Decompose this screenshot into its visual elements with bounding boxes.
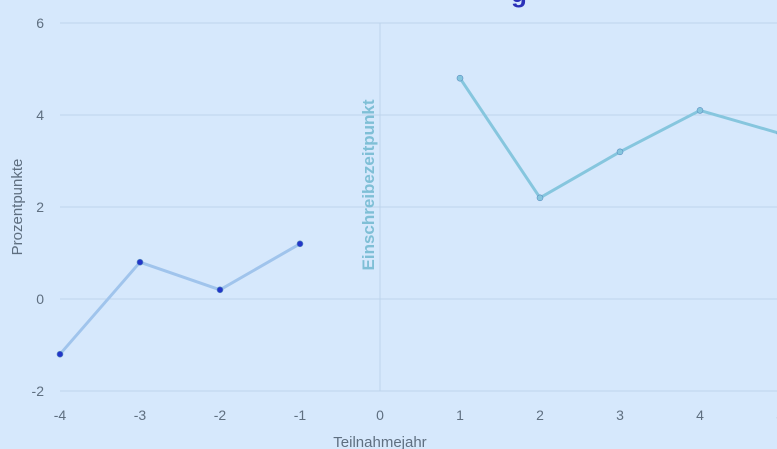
y-tick-label: 0 (36, 291, 44, 307)
x-axis-label: Teilnahmejahr (333, 434, 426, 449)
data-point (296, 240, 304, 248)
data-point (456, 74, 464, 82)
data-point (216, 286, 224, 294)
x-tick-label: 0 (376, 407, 384, 423)
data-point (536, 194, 544, 202)
x-tick-label: -3 (134, 407, 147, 423)
series-0 (56, 240, 304, 358)
grid (60, 22, 777, 392)
x-tick-label: -2 (214, 407, 227, 423)
series-layer (56, 74, 777, 358)
y-tick-label: 4 (36, 107, 44, 123)
data-point (616, 148, 624, 156)
y-axis-label: Prozentpunkte (9, 159, 26, 256)
x-tick-label: 3 (616, 407, 624, 423)
x-tick-label: -1 (294, 407, 307, 423)
y-tick-label: 6 (36, 15, 44, 31)
y-tick-label: 2 (36, 199, 44, 215)
annotation-einschreibezeitpunkt: Einschreibezeitpunkt (359, 99, 378, 270)
series-line (458, 77, 777, 200)
data-point (56, 350, 64, 358)
x-tick-label: 2 (536, 407, 544, 423)
series-1 (456, 74, 777, 202)
y-tick-label: -2 (32, 383, 45, 399)
x-tick-label: 4 (696, 407, 704, 423)
chart-title: g (511, 0, 527, 8)
data-point (136, 258, 144, 266)
data-point (696, 107, 704, 114)
x-tick-label: -4 (54, 407, 67, 423)
x-tick-label: 1 (456, 407, 464, 423)
series-line (58, 242, 301, 356)
